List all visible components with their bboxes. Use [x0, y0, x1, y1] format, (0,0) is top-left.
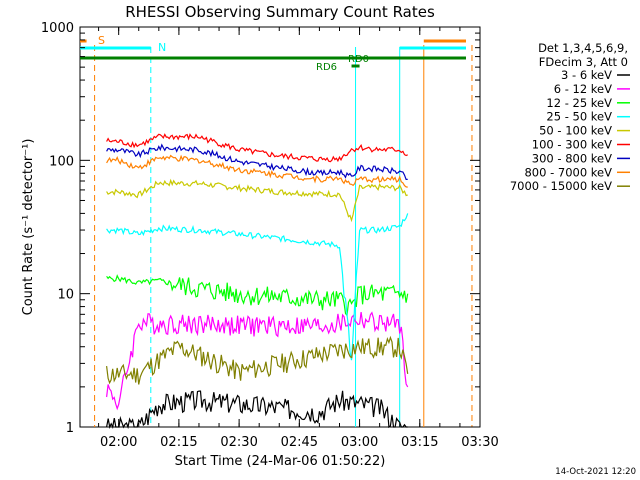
series-line-7 — [106, 154, 408, 188]
legend-header-line1: Det 1,3,4,5,6,9, — [538, 41, 628, 55]
x-tick-label: 03:15 — [401, 435, 438, 450]
legend-entry-label: 7000 - 15000 keV — [510, 179, 612, 193]
plot-frame — [79, 26, 481, 428]
series-line-0 — [106, 390, 408, 430]
x-tick-label: 02:00 — [100, 435, 137, 450]
series-line-3 — [106, 213, 409, 361]
x-tick-label: 02:45 — [281, 435, 318, 450]
x-tick-label: 03:00 — [341, 435, 378, 450]
legend-entry-label: 25 - 50 keV — [546, 110, 612, 124]
x-axis-label: Start Time (24-Mar-06 01:50:22) — [175, 454, 386, 469]
rd6-flag-label: RD6 — [316, 62, 337, 73]
y-tick-label: 1000 — [41, 21, 74, 36]
y-axis-label: Count Rate (s⁻¹ detector⁻¹) — [21, 139, 36, 316]
y-tick-label: 100 — [49, 154, 74, 169]
x-tick-label: 02:30 — [220, 435, 257, 450]
legend-entry-label: 800 - 7000 keV — [524, 165, 612, 179]
legend-entry-label: 12 - 25 keV — [546, 96, 612, 110]
y-tick-label: 10 — [57, 288, 74, 303]
series-layer — [106, 133, 409, 430]
legend-entry-label: 100 - 300 keV — [532, 138, 612, 152]
legend-entry-label: 300 - 800 keV — [532, 151, 612, 165]
axes-layer: 02:00 02:15 02:30 02:45 03:00 03:15 03:30 1 10 10… — [41, 21, 499, 450]
rd0-flag-label: RD0 — [348, 54, 369, 65]
saa-flag-label: S — [98, 34, 105, 47]
series-line-5 — [106, 133, 408, 163]
legend-entry-label: 6 - 12 keV — [554, 82, 612, 96]
series-line-6 — [106, 143, 408, 180]
series-line-1 — [106, 311, 409, 411]
series-line-8 — [106, 335, 409, 385]
x-tick-label: 03:30 — [461, 435, 498, 450]
legend-entry-label: 50 - 100 keV — [539, 124, 612, 138]
x-tick-label: 02:15 — [160, 435, 197, 450]
legend-entry-label: 3 - 6 keV — [561, 68, 612, 82]
legend: Det 1,3,4,5,6,9, FDecim 3, Att 0 3 - 6 k… — [510, 41, 630, 193]
timestamp: 14-Oct-2021 12:20 — [555, 467, 636, 477]
chart-title: RHESSI Observing Summary Count Rates — [125, 3, 435, 21]
night-flag-label: N — [158, 41, 166, 54]
legend-header-line2: FDecim 3, Att 0 — [539, 55, 628, 69]
series-line-4 — [106, 178, 408, 223]
flags-layer: S N RD0 RD6 — [80, 34, 473, 427]
series-line-2 — [106, 274, 409, 317]
y-tick-label: 1 — [66, 421, 74, 436]
